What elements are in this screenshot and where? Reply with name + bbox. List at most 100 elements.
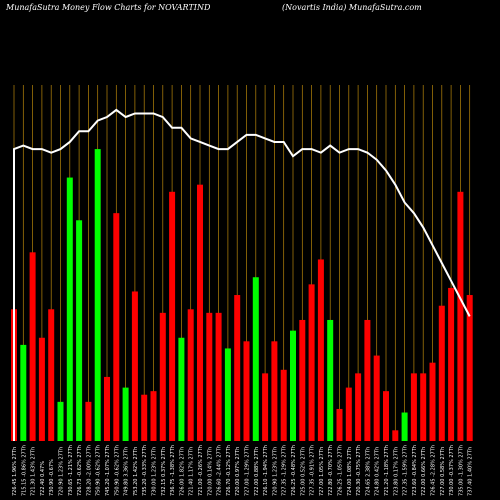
- bar-24: [234, 295, 241, 441]
- bar-4: [48, 309, 55, 441]
- x-tick-label: 721.30 1.43% 27Th: [31, 447, 37, 496]
- x-tick-label: 753.20 1.42% 27Th: [133, 447, 139, 496]
- bar-27: [262, 373, 269, 441]
- bar-39: [373, 355, 380, 441]
- line-layer: [13, 108, 471, 441]
- x-tick-label: 750.90 -0.62% 27Th: [114, 445, 120, 496]
- bar-11: [113, 213, 120, 441]
- bar-42: [401, 412, 408, 441]
- bar-8: [85, 401, 92, 441]
- x-tick-label: 727.00 -1.29% 27Th: [245, 445, 251, 496]
- x-tick-label: 723.60 -0.84% 27Th: [412, 445, 418, 496]
- bar-15: [150, 391, 157, 441]
- x-tick-label: 720.30 -0.75% 27Th: [356, 445, 362, 496]
- bar-26: [252, 277, 259, 441]
- x-tick-label: 726.45 -2.28% 27Th: [431, 445, 437, 496]
- bar-45: [429, 362, 436, 441]
- x-tick-label: 730.00 -0.37% 27Th: [449, 445, 455, 496]
- x-tick-label: 723.80 0.17% 27Th: [393, 447, 399, 496]
- bar-12: [122, 387, 129, 441]
- bar-2: [29, 252, 36, 441]
- bar-48: [457, 191, 464, 441]
- bar-3: [38, 337, 45, 441]
- x-tick-label: 736.75 -1.38% 27Th: [170, 445, 176, 496]
- x-tick-label: 721.20 -1.18% 27Th: [384, 445, 390, 496]
- bar-19: [187, 309, 194, 441]
- x-tick-label: 721.40 1.17% 27Th: [189, 447, 195, 496]
- x-tick-label: 722.40 0.47%: [40, 461, 46, 496]
- x-tick-label: 735.00 -1.30% 27Th: [458, 445, 464, 496]
- x-tick-label: 726.10 -1.94% 27Th: [263, 445, 269, 496]
- x-tick-label: 724.65 2.38% 27Th: [365, 447, 371, 496]
- bar-5: [57, 401, 64, 441]
- x-tick-label: 724.00 1.08% 27Th: [347, 447, 353, 496]
- x-tick-label: 745.20 -1.07% 27Th: [105, 445, 111, 496]
- bar-7: [76, 220, 83, 441]
- x-tick-label: 724.80 0.42% 27Th: [375, 447, 381, 496]
- bar-13: [131, 291, 138, 441]
- bar-46: [438, 305, 445, 441]
- bar-33: [317, 259, 324, 441]
- x-tick-label: 732.15 0.37% 27Th: [161, 447, 167, 496]
- x-tick-label: 730.00 1.23% 27Th: [152, 447, 158, 496]
- x-tick-label: 726.60 -2.44% 27Th: [217, 445, 223, 496]
- bar-1: [20, 344, 27, 441]
- bar-21: [206, 312, 213, 441]
- money-flow-line: [13, 108, 471, 441]
- x-tick-label: 728.20 -2.00% 27Th: [86, 445, 92, 496]
- bar-44: [420, 373, 427, 441]
- bar-34: [327, 319, 334, 441]
- bar-43: [410, 373, 417, 441]
- bar-16: [159, 312, 166, 441]
- x-tick-label: 749.80 3.36% 27Th: [124, 447, 130, 496]
- bar-23: [224, 348, 231, 441]
- x-tick-label: 750.90 -0.62% 27Th: [96, 445, 102, 496]
- x-tick-label: 727.35 -0.91% 27Th: [310, 445, 316, 496]
- x-tick-label: 726.73 -0.62% 27Th: [77, 445, 83, 496]
- x-tick-label: 727.35 -1.29% 27Th: [282, 445, 288, 496]
- bar-32: [308, 284, 315, 441]
- x-tick-label: 720.00 0.97% 27Th: [235, 447, 241, 496]
- bar-10: [104, 376, 110, 441]
- x-tick-label: 726.45 1.96% 27Th: [12, 447, 18, 496]
- bar-14: [141, 394, 148, 441]
- x-tick-label: 727.00 0.58% 27Th: [440, 447, 446, 496]
- bar-22: [215, 312, 222, 441]
- bar-28: [271, 341, 278, 441]
- x-tick-label: 726.25 -1.05% 27Th: [338, 445, 344, 496]
- label-layer: 726.45 1.96% 27Th 715.15 -0.86% 27Th 721.3…: [12, 445, 474, 496]
- bar-25: [243, 341, 250, 441]
- bar-35: [336, 408, 343, 441]
- x-tick-label: 727.00 1.05% 27Th: [319, 447, 325, 496]
- x-tick-label: 730.65 -1.21% 27Th: [68, 445, 74, 496]
- x-tick-label: 726.25 -0.48% 27Th: [291, 445, 297, 496]
- x-tick-label: 722.80 -0.70% 27Th: [328, 445, 334, 496]
- bar-49: [466, 295, 473, 441]
- x-tick-label: 720.00 0.14% 27Th: [207, 447, 213, 496]
- x-tick-label: 722.00 0.66% 27Th: [421, 447, 427, 496]
- bar-37: [355, 373, 362, 441]
- chart-title: MunafaSutra Money Flow Charts for NOVART…: [6, 3, 211, 12]
- bar-29: [280, 369, 287, 441]
- bar-9: [94, 149, 101, 441]
- x-tick-label: 726.70 -0.12% 27Th: [226, 445, 232, 496]
- x-tick-label: 720.90 1.23% 27Th: [272, 447, 278, 496]
- bar-18: [178, 337, 185, 441]
- x-tick-label: 720.90 1.23% 27Th: [59, 447, 65, 496]
- x-tick-label: 730.90 -0.67%: [49, 459, 55, 496]
- bar-layer: [11, 149, 473, 441]
- bar-36: [345, 387, 352, 441]
- chart-subtitle: (Novartis India) MunafaSutra.com: [282, 3, 422, 12]
- x-tick-label: 727.35 -1.59% 27Th: [403, 445, 409, 496]
- bar-30: [290, 330, 296, 441]
- bar-17: [169, 191, 176, 441]
- x-tick-label: 726.00 1.82% 27Th: [179, 447, 185, 496]
- bar-6: [66, 177, 73, 441]
- bar-40: [383, 391, 389, 441]
- bar-20: [197, 184, 203, 441]
- x-tick-label: 715.15 -0.86% 27Th: [21, 445, 27, 496]
- x-tick-label: 722.00 0.88% 27Th: [254, 447, 260, 496]
- bar-47: [448, 287, 455, 441]
